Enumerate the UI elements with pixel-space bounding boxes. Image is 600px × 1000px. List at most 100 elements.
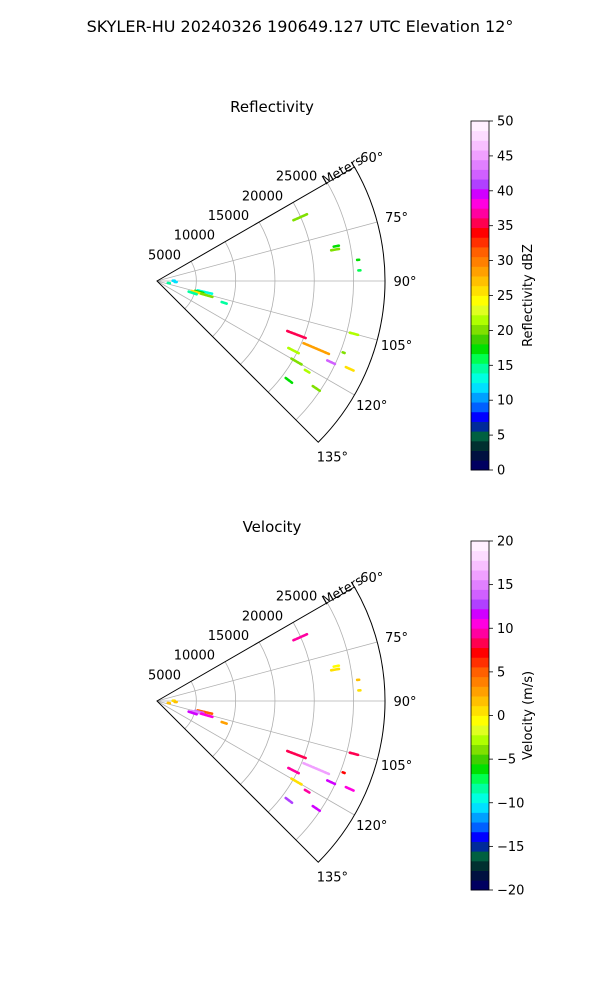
colorbar-segment — [471, 150, 489, 161]
colorbar-segment — [471, 783, 489, 794]
radial-tick-label: 20000 — [242, 609, 283, 624]
colorbar-segment — [471, 285, 489, 296]
azimuth-tick-label: 135° — [317, 870, 348, 885]
range-ring — [184, 261, 197, 310]
radial-tick-label: 5000 — [148, 248, 181, 263]
colorbar-segment — [471, 266, 489, 277]
radial-tick-label: 5000 — [148, 668, 181, 683]
colorbar-tick-label: −15 — [497, 840, 524, 855]
echo-mark — [187, 290, 199, 296]
colorbar-segment — [471, 159, 489, 170]
colorbar-segment — [471, 686, 489, 697]
colorbar-segment — [471, 618, 489, 629]
colorbar-tick-label: 20 — [497, 324, 514, 339]
colorbar-tick-label: 5 — [497, 429, 505, 444]
echo-mark — [332, 244, 342, 248]
colorbar-segment — [471, 121, 489, 132]
colorbar-segment — [471, 763, 489, 775]
colorbar-segment — [471, 295, 489, 306]
range-ring — [267, 202, 315, 393]
colorbar-segment — [471, 353, 489, 364]
echo-mark — [344, 365, 356, 373]
colorbar-tick-label: 35 — [497, 219, 514, 234]
echo-mark — [344, 785, 356, 793]
echo-mark — [285, 329, 307, 340]
reflectivity-polar-plot: 60° 75° 90° 105° 120° 135° 5000 10000 15000 20000… — [148, 151, 417, 465]
echo-mark — [292, 212, 310, 222]
colorbar-segment — [471, 676, 489, 687]
colorbar-segment — [471, 705, 489, 716]
colorbar-segment — [471, 440, 489, 452]
colorbar-segment — [471, 450, 489, 461]
colorbar-tick-label: 50 — [497, 115, 514, 130]
azimuth-spoke — [156, 641, 378, 702]
colorbar-segment — [471, 744, 489, 755]
echo-mark — [199, 292, 214, 299]
colorbar-tick-label: 30 — [497, 254, 514, 269]
colorbar-segment — [471, 822, 489, 833]
echo-mark — [302, 341, 331, 356]
echo-mark — [284, 796, 294, 805]
echo-mark — [348, 331, 361, 337]
radial-axis-label: Meters — [320, 573, 366, 608]
range-ring — [267, 622, 315, 813]
colorbar-tick-label: 0 — [497, 464, 505, 479]
velocity-panel: Velocity 60° 75° 90° 105° 120° 135° 5000 10000 1… — [148, 518, 536, 899]
colorbar-segment — [471, 667, 489, 678]
echo-mark — [303, 788, 311, 795]
echo-mark — [290, 357, 303, 366]
colorbar-label: Velocity (m/s) — [521, 671, 536, 760]
colorbar-segment — [471, 392, 489, 403]
colorbar-tick-label: 0 — [497, 709, 505, 724]
echo-mark — [287, 766, 301, 775]
colorbar-segment — [471, 570, 489, 581]
colorbar-segment — [471, 841, 489, 852]
reflectivity-title: Reflectivity — [230, 98, 314, 116]
colorbar-label: Reflectivity dBZ — [521, 244, 536, 347]
azimuth-tick-label: 60° — [360, 571, 383, 586]
azimuth-tick-label: 75° — [385, 211, 408, 226]
radial-tick-label: 25000 — [276, 590, 317, 605]
colorbar-segment — [471, 324, 489, 335]
echo-mark — [303, 368, 311, 375]
colorbar-segment — [471, 334, 489, 345]
colorbar-segment — [471, 460, 489, 471]
colorbar-tick-label: 10 — [497, 622, 514, 637]
azimuth-tick-label: 60° — [360, 151, 383, 166]
colorbar-segment — [471, 637, 489, 649]
colorbar-tick-label: 15 — [497, 578, 514, 593]
azimuth-tick-label: 135° — [317, 450, 348, 465]
echo-mark — [187, 710, 199, 716]
colorbar-segment — [471, 793, 489, 804]
echo-mark — [166, 281, 173, 285]
echo-mark — [287, 346, 301, 355]
colorbar-tick-label: 5 — [497, 665, 505, 680]
colorbar-segment — [471, 725, 489, 736]
azimuth-tick-label: 90° — [393, 275, 416, 290]
colorbar-segment — [471, 579, 489, 590]
echo-mark — [341, 350, 347, 355]
colorbar-segment — [471, 208, 489, 219]
colorbar-segment — [471, 812, 489, 823]
echo-mark — [166, 701, 173, 705]
colorbar-segment — [471, 734, 489, 745]
colorbar-segment — [471, 860, 489, 872]
range-ring — [240, 221, 276, 365]
colorbar-segment — [471, 802, 489, 813]
azimuth-spoke — [156, 700, 355, 816]
colorbar-segment — [471, 657, 489, 668]
echo-mark — [329, 667, 341, 672]
colorbar-segment — [471, 276, 489, 287]
range-ring — [212, 241, 236, 337]
echo-mark — [220, 300, 229, 306]
colorbar-segment — [471, 431, 489, 442]
echo-mark — [284, 376, 294, 385]
range-ring — [184, 681, 197, 730]
colorbar-tick-label: 40 — [497, 184, 514, 199]
colorbar-segment — [471, 179, 489, 190]
colorbar-segment — [471, 560, 489, 571]
echo-mark — [311, 804, 322, 813]
echo-mark — [290, 777, 303, 786]
range-ring — [240, 641, 276, 785]
echo-mark — [302, 761, 331, 776]
